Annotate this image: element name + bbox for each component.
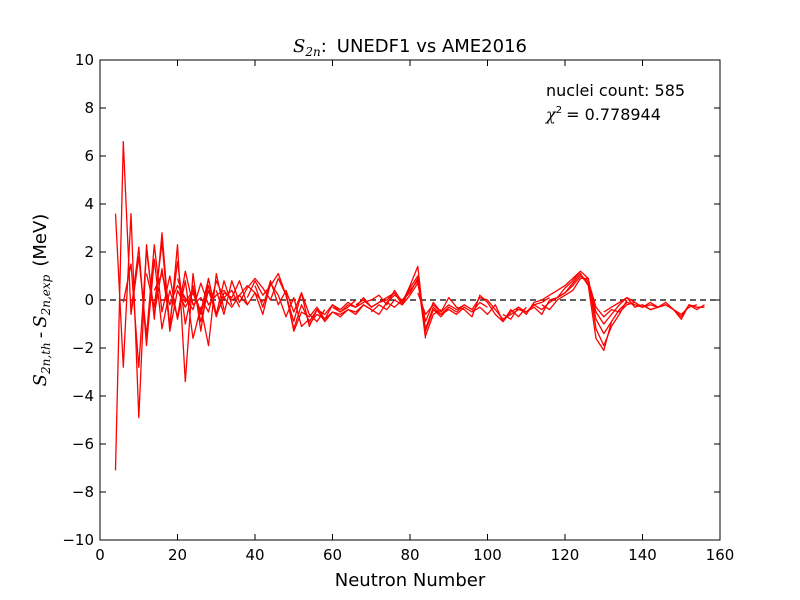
y-tick-label: −8: [72, 483, 94, 501]
series-line-9: [246, 272, 357, 330]
x-axis-label: Neutron Number: [335, 570, 486, 591]
y-tick-label: 4: [84, 195, 94, 213]
series-group: [114, 140, 705, 471]
y-axis-label: S2n,th-S2n,exp(MeV): [30, 214, 53, 387]
y-tick-label: 8: [84, 99, 94, 117]
y-label-exp-sub: 2n,exp: [39, 274, 53, 316]
y-label-th-main: S: [30, 374, 51, 386]
series-line-17: [417, 292, 527, 323]
series-line-21: [525, 270, 628, 347]
chi-sup: 2: [556, 105, 562, 116]
series-line-6: [153, 272, 264, 311]
x-tick-label: 20: [168, 546, 187, 564]
x-tick-label: 80: [400, 546, 419, 564]
title-colon: :: [321, 36, 327, 57]
y-tick-label: 0: [84, 291, 94, 309]
series-line-8: [215, 277, 326, 323]
series-line-26: [642, 304, 705, 320]
y-tick-label: 6: [84, 147, 94, 165]
x-tick-label: 0: [95, 546, 105, 564]
title-math: S: [293, 36, 305, 57]
series-line-24: [580, 275, 697, 318]
y-label-th-sub: 2n,th: [39, 342, 53, 375]
title-math-sub: 2n: [304, 45, 320, 59]
series-line-1: [114, 212, 210, 419]
x-tick-label: 140: [628, 546, 657, 564]
title-text: UNEDF1 vs AME2016: [337, 36, 527, 57]
y-tick-label: −10: [62, 531, 94, 549]
series-line-10: [254, 280, 372, 328]
series-line-7: [176, 277, 310, 328]
series-line-23: [556, 275, 659, 325]
y-tick-label: −2: [72, 339, 94, 357]
x-tick-label: 40: [245, 546, 264, 564]
y-label-unit: (MeV): [30, 214, 51, 267]
annotation-chi: χ2 = 0.778944: [545, 105, 661, 124]
y-tick-label: −4: [72, 387, 94, 405]
series-line-5: [145, 241, 248, 332]
y-tick-label: −6: [72, 435, 94, 453]
chi-value: = 0.778944: [566, 105, 661, 124]
chart-title: S2n: UNEDF1 vs AME2016: [293, 36, 527, 59]
y-label-exp-main: S: [30, 315, 51, 327]
chi-symbol: χ: [545, 105, 557, 124]
x-tick-label: 120: [551, 546, 580, 564]
y-tick-label: 10: [75, 51, 94, 69]
series-line-12: [308, 277, 427, 339]
x-tick-label: 160: [706, 546, 735, 564]
y-axis-ticks: −10 −8 −6 −4 −2 0 2 4 6 8 10: [62, 51, 720, 549]
x-tick-label: 60: [323, 546, 342, 564]
x-tick-label: 100: [473, 546, 502, 564]
x-axis-ticks: 0 20 40 60 80 100 120 140 160: [95, 60, 734, 564]
series-line-16: [386, 280, 488, 330]
y-label-dash: -: [30, 332, 51, 339]
y-tick-label: 2: [84, 243, 94, 261]
series-line-19: [471, 270, 581, 323]
annotation-count: nuclei count: 585: [546, 81, 685, 100]
